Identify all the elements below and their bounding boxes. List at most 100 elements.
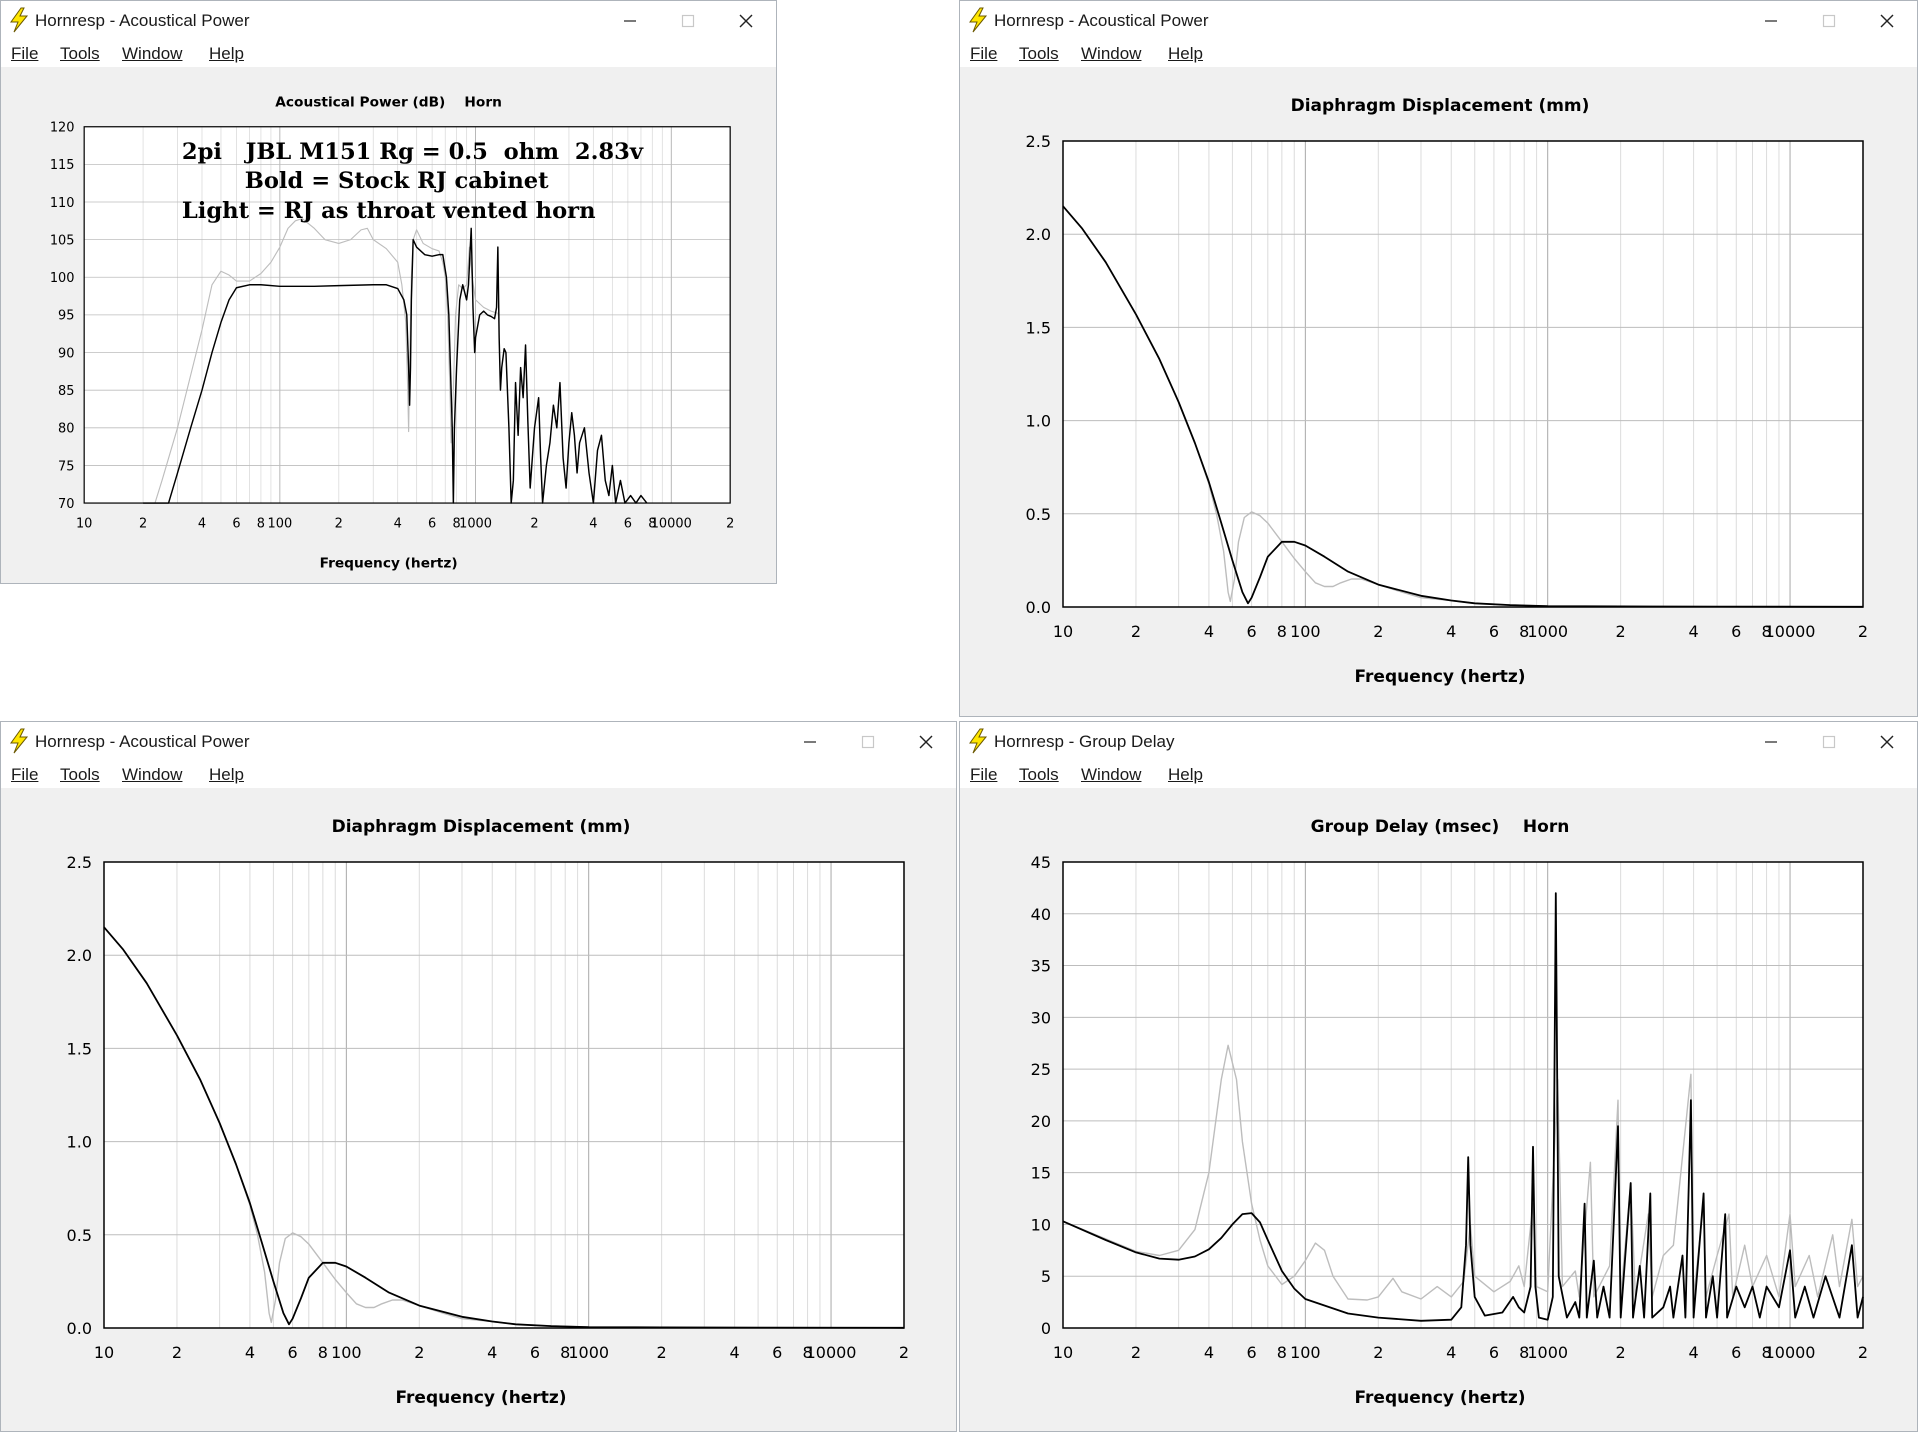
- menu-window[interactable]: Window: [122, 44, 183, 63]
- x-tick-label: 4: [1689, 622, 1699, 641]
- menu-bar: File Tools Window Help: [1, 41, 776, 67]
- x-tick-label: 2: [530, 516, 538, 531]
- x-tick-label: 8: [648, 516, 656, 531]
- x-tick-label: 1000: [568, 1343, 609, 1362]
- x-tick-label: 4: [1689, 1343, 1699, 1362]
- x-tick-label: 6: [1731, 622, 1741, 641]
- plot-frame: [103, 861, 905, 1329]
- x-tick-label: 1000: [459, 516, 492, 531]
- hornresp-lightning-icon: [969, 7, 988, 33]
- x-tick-label: 6: [530, 1343, 540, 1362]
- x-tick-label: 8: [452, 516, 460, 531]
- title-bar[interactable]: Hornresp - Group Delay: [960, 722, 1917, 762]
- menu-window[interactable]: Window: [1081, 44, 1142, 63]
- window-acoustical-power-top-right: Hornresp - Acoustical Power File Tools W…: [959, 0, 1918, 717]
- x-tick-label: 2: [1616, 622, 1626, 641]
- maximize-button[interactable]: [1799, 722, 1859, 762]
- window-acoustical-power-bottom-left: Hornresp - Acoustical Power File Tools W…: [0, 721, 957, 1432]
- maximize-button[interactable]: [838, 722, 898, 762]
- x-tick-label: 8: [1519, 1343, 1529, 1362]
- x-tick-label: 2: [335, 516, 343, 531]
- plot-frame: [83, 126, 731, 504]
- menu-tools[interactable]: Tools: [1019, 765, 1059, 784]
- x-tick-label: 2: [726, 516, 734, 531]
- menu-window[interactable]: Window: [1081, 765, 1142, 784]
- menu-file[interactable]: File: [970, 765, 998, 784]
- close-icon: [919, 735, 933, 749]
- close-button[interactable]: [1857, 722, 1917, 762]
- close-icon: [1880, 14, 1894, 28]
- x-tick-label: 2: [1131, 622, 1141, 641]
- menu-help[interactable]: Help: [1168, 44, 1203, 63]
- title-bar[interactable]: Hornresp - Acoustical Power: [1, 722, 956, 762]
- window-group-delay: Hornresp - Group Delay File Tools Window…: [959, 721, 1918, 1432]
- minimize-button[interactable]: [1741, 722, 1801, 762]
- minimize-button[interactable]: [1741, 1, 1801, 41]
- x-tick-label: 6: [1489, 622, 1499, 641]
- menu-tools[interactable]: Tools: [1019, 44, 1059, 63]
- series-line-light: [1062, 1044, 1864, 1301]
- annotation-line-3: Light = RJ as throat vented horn: [182, 198, 596, 224]
- plot-frame: [1062, 140, 1864, 608]
- close-button[interactable]: [716, 1, 776, 41]
- y-tick-label: 30: [1031, 1008, 1051, 1027]
- menu-window[interactable]: Window: [122, 765, 183, 784]
- x-tick-label: 8: [257, 516, 265, 531]
- x-axis-label: Frequency (hertz): [1355, 1388, 1526, 1408]
- plot-frame: [1062, 861, 1864, 1329]
- maximize-button[interactable]: [1799, 1, 1859, 41]
- close-button[interactable]: [1857, 1, 1917, 41]
- y-tick-label: 1.5: [67, 1039, 92, 1058]
- y-tick-label: 40: [1031, 905, 1051, 924]
- y-tick-label: 115: [50, 158, 75, 173]
- x-tick-label: 10: [76, 516, 92, 531]
- chart-title: Group Delay (msec) Horn: [1311, 817, 1570, 837]
- menu-help[interactable]: Help: [209, 44, 244, 63]
- x-tick-label: 100: [1290, 622, 1321, 641]
- y-tick-label: 100: [50, 271, 75, 286]
- x-tick-label: 2: [1858, 1343, 1868, 1362]
- x-tick-label: 4: [1204, 622, 1214, 641]
- minimize-icon: [804, 741, 816, 743]
- menu-file[interactable]: File: [11, 765, 39, 784]
- window-acoustical-power-top-left: Hornresp - Acoustical Power File Tools W…: [0, 0, 777, 584]
- minimize-icon: [1765, 741, 1777, 743]
- x-axis-label: Frequency (hertz): [1355, 667, 1526, 687]
- minimize-button[interactable]: [780, 722, 840, 762]
- plot-background: [1063, 862, 1863, 1328]
- menu-file[interactable]: File: [11, 44, 39, 63]
- x-tick-label: 2: [899, 1343, 909, 1362]
- title-bar[interactable]: Hornresp - Acoustical Power: [960, 1, 1917, 41]
- menu-help[interactable]: Help: [1168, 765, 1203, 784]
- maximize-icon: [1822, 735, 1836, 749]
- y-tick-label: 0.5: [1026, 505, 1051, 524]
- y-tick-label: 20: [1031, 1112, 1051, 1131]
- x-tick-label: 10000: [1765, 622, 1816, 641]
- hornresp-lightning-icon: [10, 728, 29, 754]
- menu-help[interactable]: Help: [209, 765, 244, 784]
- menu-tools[interactable]: Tools: [60, 44, 100, 63]
- x-tick-label: 4: [589, 516, 597, 531]
- x-tick-label: 6: [1246, 622, 1256, 641]
- close-button[interactable]: [896, 722, 956, 762]
- chart-title: Diaphragm Displacement (mm): [332, 817, 631, 837]
- x-tick-label: 8: [318, 1343, 328, 1362]
- menu-bar: File Tools Window Help: [960, 762, 1917, 788]
- maximize-button[interactable]: [658, 1, 718, 41]
- plot-background: [104, 862, 904, 1328]
- menu-tools[interactable]: Tools: [60, 765, 100, 784]
- y-tick-label: 0: [1041, 1319, 1051, 1338]
- y-tick-label: 1.0: [1026, 412, 1051, 431]
- minimize-button[interactable]: [600, 1, 660, 41]
- title-bar[interactable]: Hornresp - Acoustical Power: [1, 1, 776, 41]
- y-tick-label: 2.5: [67, 853, 92, 872]
- x-tick-label: 4: [198, 516, 206, 531]
- y-tick-label: 2.0: [67, 946, 92, 965]
- menu-file[interactable]: File: [970, 44, 998, 63]
- x-tick-label: 6: [1246, 1343, 1256, 1362]
